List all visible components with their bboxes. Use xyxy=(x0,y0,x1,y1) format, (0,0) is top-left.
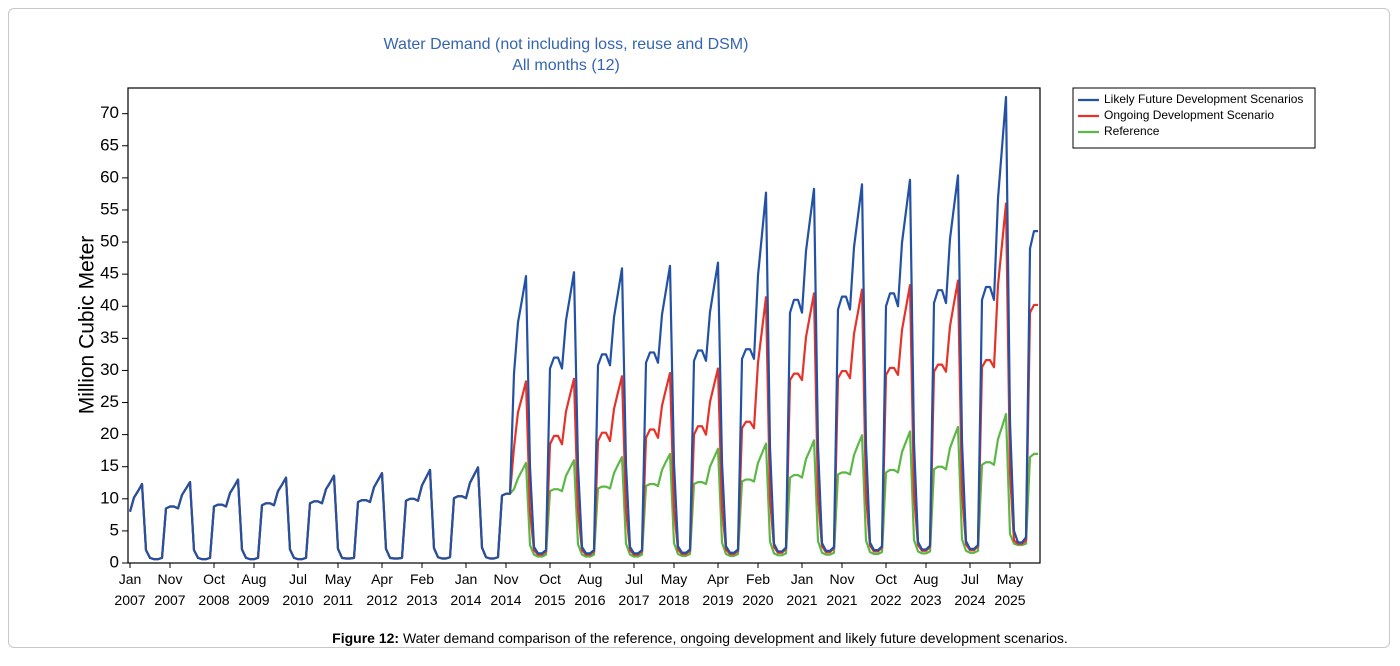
y-tick-label: 45 xyxy=(100,264,119,283)
series-line xyxy=(128,412,1038,561)
x-tick-label: Nov 2021 xyxy=(826,571,858,608)
x-tick-label: May 2018 xyxy=(658,571,690,608)
x-tick-label: May 2025 xyxy=(994,571,1026,608)
legend-label: Reference xyxy=(1104,124,1160,138)
x-tick-label: Jul 2017 xyxy=(618,571,650,608)
y-tick-label: 20 xyxy=(100,424,119,443)
x-tick-label: Aug 2023 xyxy=(910,571,942,608)
y-tick-label: 0 xyxy=(110,552,119,571)
y-tick-label: 30 xyxy=(100,360,119,379)
x-tick-label: Aug 2009 xyxy=(238,571,270,608)
x-tick-label: Jul 2010 xyxy=(282,571,314,608)
chart-subtitle: All months (12) xyxy=(512,57,620,74)
y-tick-label: 35 xyxy=(100,328,119,347)
figure-frame xyxy=(8,8,1390,648)
caption-text: Water demand comparison of the reference… xyxy=(402,630,1068,646)
y-tick-label: 5 xyxy=(110,520,119,539)
x-tick-label: Aug 2016 xyxy=(574,571,606,608)
x-tick-label: Jan 2014 xyxy=(450,571,482,608)
x-tick-label: Oct 2022 xyxy=(870,571,902,608)
y-tick-label: 70 xyxy=(100,103,119,122)
y-tick-label: 10 xyxy=(100,488,119,507)
caption-label: Figure 12: xyxy=(332,630,400,646)
caption: Figure 12: Water demand comparison of th… xyxy=(0,630,1400,646)
y-tick-label: 15 xyxy=(100,456,119,475)
y-tick-label: 65 xyxy=(100,135,119,154)
y-tick-label: 50 xyxy=(100,232,119,251)
legend-label: Likely Future Development Scenarios xyxy=(1104,92,1303,106)
series-line xyxy=(128,95,1038,561)
x-tick-label: Jul 2024 xyxy=(954,571,986,608)
x-tick-label: Nov 2014 xyxy=(490,571,522,608)
x-tick-label: Feb 2013 xyxy=(406,571,438,608)
plot-frame xyxy=(127,87,1041,564)
y-tick-label: 60 xyxy=(100,167,119,186)
y-tick-label: 40 xyxy=(100,296,119,315)
x-tick-label: Jan 2007 xyxy=(114,571,146,608)
chart-title: Water Demand (not including loss, reuse … xyxy=(384,36,749,53)
x-tick-label: Feb 2020 xyxy=(742,571,774,608)
x-tick-label: May 2011 xyxy=(322,571,354,608)
x-tick-label: Jan 2021 xyxy=(786,571,818,608)
legend-label: Ongoing Development Scenario xyxy=(1104,108,1274,122)
y-tick-label: 25 xyxy=(100,392,119,411)
x-tick-label: Nov 2007 xyxy=(154,571,186,608)
x-tick-label: Oct 2015 xyxy=(534,571,566,608)
x-tick-label: Oct 2008 xyxy=(198,571,230,608)
y-tick-label: 55 xyxy=(100,199,119,218)
y-axis-label: Million Cubic Meter xyxy=(76,236,99,415)
x-tick-label: Apr 2019 xyxy=(702,571,734,608)
x-tick-label: Apr 2012 xyxy=(366,571,398,608)
legend-box xyxy=(1072,87,1316,149)
